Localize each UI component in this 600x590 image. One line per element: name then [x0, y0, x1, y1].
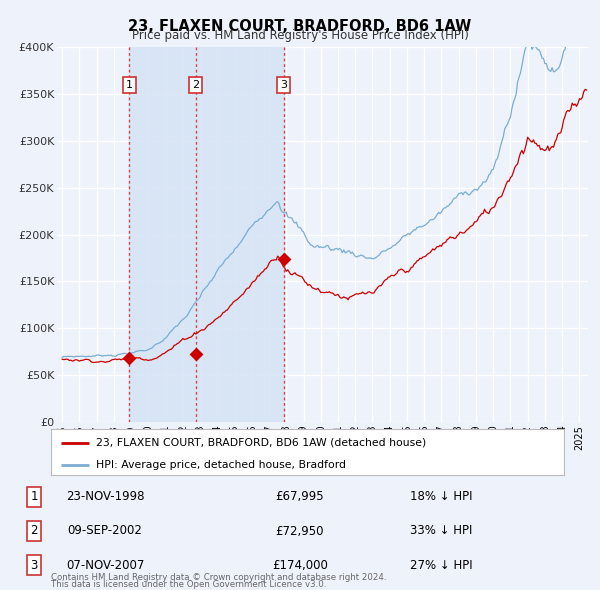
Text: 1: 1 [31, 490, 38, 503]
Text: 2: 2 [31, 525, 38, 537]
Text: 09-SEP-2002: 09-SEP-2002 [68, 525, 142, 537]
Point [191, 349, 200, 358]
Text: Contains HM Land Registry data © Crown copyright and database right 2024.: Contains HM Land Registry data © Crown c… [51, 573, 386, 582]
Text: This data is licensed under the Open Government Licence v3.0.: This data is licensed under the Open Gov… [51, 580, 326, 589]
Text: 1: 1 [126, 80, 133, 90]
Text: 2: 2 [192, 80, 199, 90]
Text: 27% ↓ HPI: 27% ↓ HPI [410, 559, 472, 572]
Text: Price paid vs. HM Land Registry's House Price Index (HPI): Price paid vs. HM Land Registry's House … [131, 30, 469, 42]
Text: £174,000: £174,000 [272, 559, 328, 572]
Text: 23, FLAXEN COURT, BRADFORD, BD6 1AW: 23, FLAXEN COURT, BRADFORD, BD6 1AW [128, 19, 472, 34]
Text: 23-NOV-1998: 23-NOV-1998 [66, 490, 144, 503]
Text: 18% ↓ HPI: 18% ↓ HPI [410, 490, 472, 503]
Text: 3: 3 [280, 80, 287, 90]
Point [279, 254, 289, 264]
Text: £67,995: £67,995 [275, 490, 325, 503]
Text: 23, FLAXEN COURT, BRADFORD, BD6 1AW (detached house): 23, FLAXEN COURT, BRADFORD, BD6 1AW (det… [96, 438, 427, 448]
Text: 07-NOV-2007: 07-NOV-2007 [66, 559, 144, 572]
Text: 33% ↓ HPI: 33% ↓ HPI [410, 525, 472, 537]
Text: HPI: Average price, detached house, Bradford: HPI: Average price, detached house, Brad… [96, 460, 346, 470]
Point [125, 353, 134, 363]
Text: £72,950: £72,950 [276, 525, 324, 537]
Bar [130, 47, 284, 422]
Text: 3: 3 [31, 559, 38, 572]
